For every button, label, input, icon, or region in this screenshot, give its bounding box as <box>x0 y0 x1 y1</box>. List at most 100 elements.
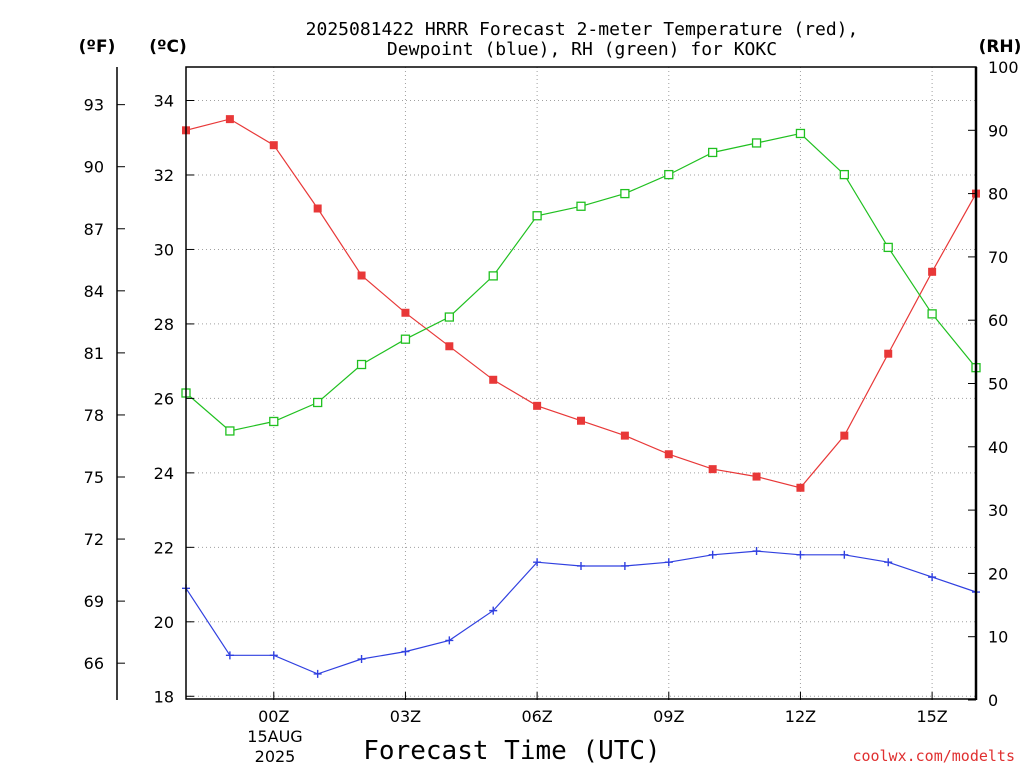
rh-point <box>532 211 542 221</box>
dewpoint-point <box>533 558 542 567</box>
celsius-tick-label: 22 <box>154 538 174 557</box>
rh-unit-label: (RH) <box>979 37 1022 57</box>
fahrenheit-unit-label: (ºF) <box>79 37 116 57</box>
rh-line <box>185 132 977 432</box>
temperature-point <box>533 401 542 410</box>
x-axis-label: Forecast Time (UTC) <box>363 736 660 766</box>
temperature-point <box>445 342 454 351</box>
temperature-point <box>796 483 805 492</box>
celsius-tick-label: 34 <box>154 92 174 111</box>
rh-tick-label: 10 <box>988 628 1008 647</box>
temperature-point <box>752 472 761 481</box>
x-tick-label: 03Z <box>390 707 421 726</box>
celsius-tick-label: 32 <box>154 166 174 185</box>
rh-point <box>664 169 674 180</box>
rh-point <box>708 147 718 158</box>
date-label-day: 15AUG <box>247 727 302 746</box>
x-tick-label: 09Z <box>653 707 684 726</box>
temperature-point <box>357 271 366 280</box>
fahrenheit-tick-label: 72 <box>84 530 104 549</box>
rh-point <box>795 128 806 139</box>
dewpoint-point <box>357 655 366 664</box>
rh-point <box>356 359 367 370</box>
fahrenheit-tick-label: 81 <box>84 344 104 363</box>
rh-point <box>620 188 630 199</box>
rh-tick-label: 70 <box>988 248 1008 267</box>
axis-ticks: 00Z 03Z 06Z 09Z 12Z 15Z 18 20 22 24 26 28 30 32 34 66 69… <box>84 58 1019 726</box>
fahrenheit-tick-label: 84 <box>84 282 104 301</box>
dewpoint-point <box>313 669 322 678</box>
rh-point <box>400 334 411 344</box>
celsius-unit-label: (ºC) <box>149 37 187 57</box>
rh-tick-label: 50 <box>988 375 1008 394</box>
temperature-point <box>313 204 322 213</box>
dewpoint-point <box>445 636 454 645</box>
dewpoint-point <box>708 550 717 559</box>
dewpoint-point <box>752 547 761 556</box>
rh-point <box>883 242 893 253</box>
temperature-point <box>664 450 673 459</box>
rh-tick-label: 20 <box>988 564 1008 583</box>
celsius-tick-label: 18 <box>154 687 174 706</box>
x-tick-label: 06Z <box>521 707 552 726</box>
temperature-point <box>401 308 410 317</box>
rh-tick-label: 100 <box>988 58 1019 77</box>
date-label-year: 2025 <box>255 747 296 766</box>
rh-point <box>225 426 235 436</box>
rh-point <box>839 169 849 180</box>
dewpoint-point <box>796 550 805 559</box>
temperature-point <box>928 267 937 276</box>
dewpoint-point <box>225 651 234 660</box>
rh-tick-label: 40 <box>988 438 1008 457</box>
fahrenheit-tick-label: 78 <box>84 406 104 425</box>
celsius-tick-label: 28 <box>154 315 174 334</box>
rh-point <box>313 397 323 408</box>
x-tick-label: 12Z <box>785 707 816 726</box>
dewpoint-point <box>489 606 498 615</box>
rh-point <box>444 312 454 322</box>
temperature-point <box>225 115 234 124</box>
plot-frame <box>185 66 977 700</box>
celsius-tick-label: 26 <box>154 389 174 408</box>
fahrenheit-tick-label: 90 <box>84 158 104 177</box>
celsius-tick-label: 20 <box>154 613 174 632</box>
credit-label: coolwx.com/modelts <box>852 747 1015 765</box>
fahrenheit-tick-label: 75 <box>84 468 104 487</box>
dewpoint-point <box>664 558 673 567</box>
rh-tick-label: 80 <box>988 185 1008 204</box>
celsius-tick-label: 30 <box>154 240 174 259</box>
temperature-point <box>884 349 893 358</box>
dewpoint-point <box>620 561 629 570</box>
rh-point <box>751 138 762 148</box>
x-tick-label: 00Z <box>258 707 289 726</box>
series-layer <box>181 115 981 678</box>
grid-lines <box>186 67 976 700</box>
temperature-point <box>489 375 498 384</box>
rh-point <box>488 271 498 281</box>
dewpoint-point <box>577 561 585 570</box>
dewpoint-point <box>884 558 893 567</box>
rh-tick-label: 90 <box>988 121 1008 140</box>
chart-title-line2: Dewpoint (blue), RH (green) for KOKC <box>387 39 777 60</box>
fahrenheit-tick-label: 87 <box>84 220 104 239</box>
temperature-point <box>708 465 717 474</box>
celsius-tick-label: 24 <box>154 464 174 483</box>
temperature-point <box>840 431 849 440</box>
dewpoint-point <box>401 647 410 656</box>
fahrenheit-tick-label: 69 <box>84 592 104 611</box>
rh-tick-label: 0 <box>988 691 998 710</box>
chart-title-line1: 2025081422 HRRR Forecast 2-meter Tempera… <box>306 19 859 40</box>
dewpoint-point <box>928 573 937 582</box>
temperature-point <box>269 141 278 150</box>
rh-tick-label: 60 <box>988 311 1008 330</box>
x-tick-label: 15Z <box>916 707 947 726</box>
dewpoint-point <box>269 651 278 660</box>
rh-point <box>269 416 279 427</box>
rh-point <box>927 309 937 319</box>
rh-tick-label: 30 <box>988 501 1008 520</box>
temperature-line <box>185 118 977 489</box>
rh-point <box>576 201 586 211</box>
temperature-point <box>577 416 585 425</box>
fahrenheit-tick-label: 66 <box>84 654 104 673</box>
